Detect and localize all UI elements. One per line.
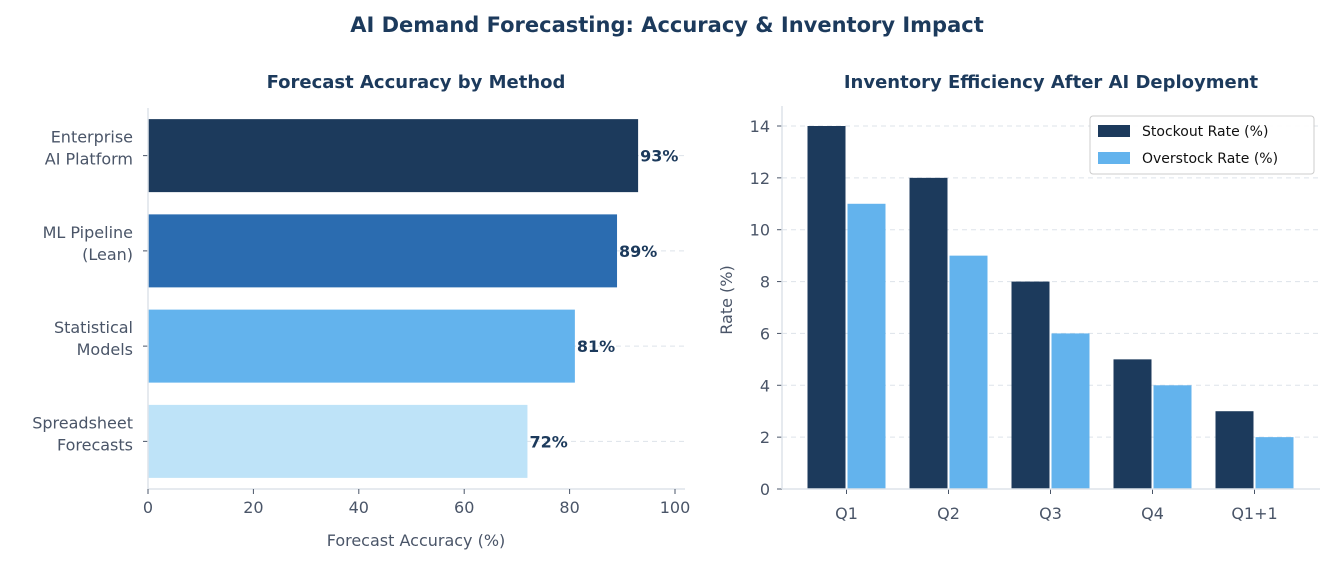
chart2-xtick-label: Q4 bbox=[1141, 504, 1164, 523]
chart1-category-line: Models bbox=[77, 340, 133, 359]
chart1-data-label: 93% bbox=[640, 147, 678, 166]
chart1-xtick-label: 80 bbox=[559, 498, 579, 517]
chart1-category-label: Statistical Models bbox=[54, 318, 133, 359]
chart1-data-label: 81% bbox=[577, 337, 615, 356]
chart2-bar bbox=[909, 177, 948, 489]
chart2-xtick-label: Q2 bbox=[937, 504, 960, 523]
chart1-category-label: ML Pipeline (Lean) bbox=[43, 223, 133, 264]
chart1-xtick-label: 20 bbox=[243, 498, 263, 517]
chart2-bar bbox=[1255, 437, 1294, 489]
chart2-bar bbox=[1215, 411, 1254, 489]
chart2-ytick-label: 4 bbox=[760, 376, 770, 395]
chart2-bar bbox=[1113, 359, 1152, 489]
chart1-category-label: Spreadsheet Forecasts bbox=[32, 413, 133, 454]
chart2-ytick-label: 8 bbox=[760, 273, 770, 292]
chart2-bar bbox=[807, 126, 846, 489]
chart1-category-line: Enterprise bbox=[51, 128, 133, 147]
chart1-category-line: ML Pipeline bbox=[43, 223, 133, 242]
chart2-bar bbox=[847, 203, 886, 490]
chart1-xlabel: Forecast Accuracy (%) bbox=[327, 531, 506, 550]
chart2-xtick-label: Q3 bbox=[1039, 504, 1062, 523]
chart1-xtick-label: 60 bbox=[454, 498, 474, 517]
chart2-ytick-label: 2 bbox=[760, 428, 770, 447]
chart2-ytick-label: 12 bbox=[750, 169, 770, 188]
chart1-axes: Enterprise AI Platform ML Pipeline (Lean) St… bbox=[32, 108, 690, 517]
chart2-legend-label: Stockout Rate (%) bbox=[1142, 124, 1268, 140]
chart2-xtick-label: Q1+1 bbox=[1231, 504, 1277, 523]
chart2-title: Inventory Efficiency After AI Deployment bbox=[844, 72, 1259, 93]
chart2-legend-swatch bbox=[1098, 125, 1130, 137]
figure-title: AI Demand Forecasting: Accuracy & Invent… bbox=[350, 13, 984, 37]
chart1-title: Forecast Accuracy by Method bbox=[267, 72, 566, 93]
chart2-ytick-label: 14 bbox=[750, 117, 770, 136]
chart1-category-line: Statistical bbox=[54, 318, 133, 337]
chart2-bars bbox=[807, 126, 1294, 490]
chart1-xtick-label: 0 bbox=[143, 498, 153, 517]
chart1-bars bbox=[148, 119, 639, 478]
chart2-ytick-label: 10 bbox=[750, 221, 770, 240]
chart2-xtick-label: Q1 bbox=[835, 504, 858, 523]
chart2-legend-swatch bbox=[1098, 152, 1130, 164]
chart2-legend-label: Overstock Rate (%) bbox=[1142, 151, 1278, 167]
chart1-data-label: 72% bbox=[529, 432, 567, 451]
chart1-bar bbox=[148, 309, 575, 383]
chart2-axes: 0 2 4 6 8 10 12 14 Q1 Q2 Q3 Q4 Q1+1 bbox=[750, 106, 1320, 523]
chart1-xtick-label: 40 bbox=[349, 498, 369, 517]
chart2-ylabel: Rate (%) bbox=[717, 265, 736, 334]
chart1-category-label: Enterprise AI Platform bbox=[45, 128, 133, 169]
chart1-gridlines bbox=[148, 155, 685, 442]
chart2-legend: Stockout Rate (%) Overstock Rate (%) bbox=[1089, 115, 1315, 175]
chart1-data-label: 89% bbox=[619, 242, 657, 261]
chart1-category-line: AI Platform bbox=[45, 150, 133, 169]
chart2-ytick-label: 0 bbox=[760, 480, 770, 499]
chart1-category-line: (Lean) bbox=[82, 245, 133, 264]
chart1-category-line: Spreadsheet bbox=[32, 413, 133, 432]
forecast-accuracy-chart: Forecast Accuracy by Method Forecast Acc… bbox=[32, 72, 690, 550]
chart1-category-line: Forecasts bbox=[57, 435, 133, 454]
chart1-bar bbox=[148, 214, 618, 288]
chart1-bar bbox=[148, 404, 528, 478]
chart2-bar bbox=[1051, 333, 1090, 489]
chart2-ytick-label: 6 bbox=[760, 324, 770, 343]
chart2-bar bbox=[1153, 385, 1192, 489]
chart1-bar bbox=[148, 119, 639, 193]
chart2-bar bbox=[1011, 281, 1050, 489]
chart2-legend-frame bbox=[1089, 115, 1315, 175]
chart2-bar bbox=[949, 255, 988, 489]
chart1-data-labels: 93% 89% 81% 72% bbox=[529, 147, 678, 452]
chart1-xtick-label: 100 bbox=[660, 498, 691, 517]
inventory-efficiency-chart: Inventory Efficiency After AI Deployment… bbox=[717, 72, 1320, 523]
